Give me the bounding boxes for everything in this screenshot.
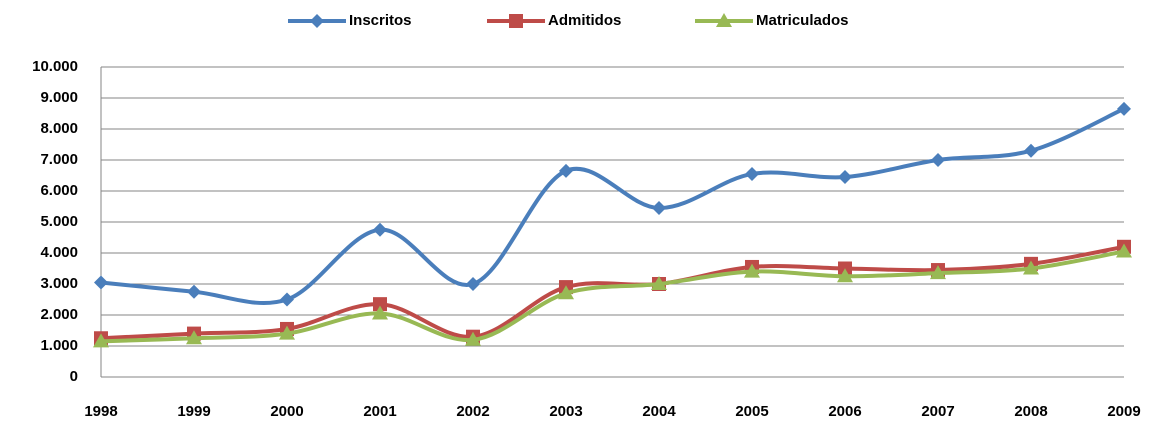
y-tick-label: 8.000 — [40, 120, 78, 137]
series-line — [100, 249, 1125, 344]
legend-label: Admitidos — [548, 12, 621, 29]
x-tick-label: 2007 — [921, 403, 954, 420]
x-tick-label: 2004 — [642, 403, 676, 420]
y-tick-label: 3.000 — [40, 275, 78, 292]
x-tick-label: 2000 — [270, 403, 303, 420]
legend-label: Inscritos — [349, 12, 412, 29]
y-tick-label: 6.000 — [40, 182, 78, 199]
y-tick-label: 1.000 — [40, 337, 78, 354]
x-tick-label: 2008 — [1014, 403, 1047, 420]
y-tick-label: 2.000 — [40, 306, 78, 323]
marker — [652, 201, 666, 216]
y-tick-label: 0 — [70, 368, 78, 385]
marker — [651, 276, 667, 290]
marker — [837, 268, 853, 283]
x-tick-label: 2001 — [363, 403, 396, 420]
marker — [187, 284, 201, 299]
marker — [745, 166, 759, 181]
marker — [559, 163, 573, 178]
x-tick-label: 1999 — [177, 403, 210, 420]
marker — [558, 285, 574, 300]
marker — [466, 277, 480, 291]
legend-marker — [310, 14, 324, 28]
marker — [1023, 260, 1039, 275]
marker — [94, 275, 108, 290]
marker — [1117, 101, 1131, 116]
legend-marker — [716, 13, 732, 27]
x-tick-label: 1998 — [84, 403, 117, 420]
marker — [744, 263, 760, 278]
marker — [930, 265, 946, 280]
y-tick-label: 5.000 — [40, 213, 78, 230]
y-tick-label: 9.000 — [40, 89, 78, 106]
marker — [93, 333, 109, 348]
y-tick-label: 4.000 — [40, 244, 78, 261]
legend-label: Matriculados — [756, 12, 849, 29]
x-tick-label: 2009 — [1107, 403, 1140, 420]
marker — [373, 297, 387, 312]
y-tick-label: 7.000 — [40, 151, 78, 168]
y-tick-label: 10.000 — [32, 58, 78, 75]
marker — [1024, 143, 1038, 158]
marker — [279, 325, 295, 340]
marker — [280, 292, 294, 307]
series-line — [100, 244, 1125, 341]
marker — [931, 153, 945, 167]
x-tick-label: 2003 — [549, 403, 582, 420]
marker — [838, 170, 852, 185]
marker — [465, 331, 481, 346]
marker — [186, 330, 202, 345]
marker — [373, 222, 387, 237]
marker — [1116, 243, 1132, 258]
x-tick-label: 2006 — [828, 403, 861, 420]
legend-marker — [509, 14, 523, 28]
marker — [372, 305, 388, 320]
x-tick-label: 2005 — [735, 403, 768, 420]
x-tick-label: 2002 — [456, 403, 489, 420]
